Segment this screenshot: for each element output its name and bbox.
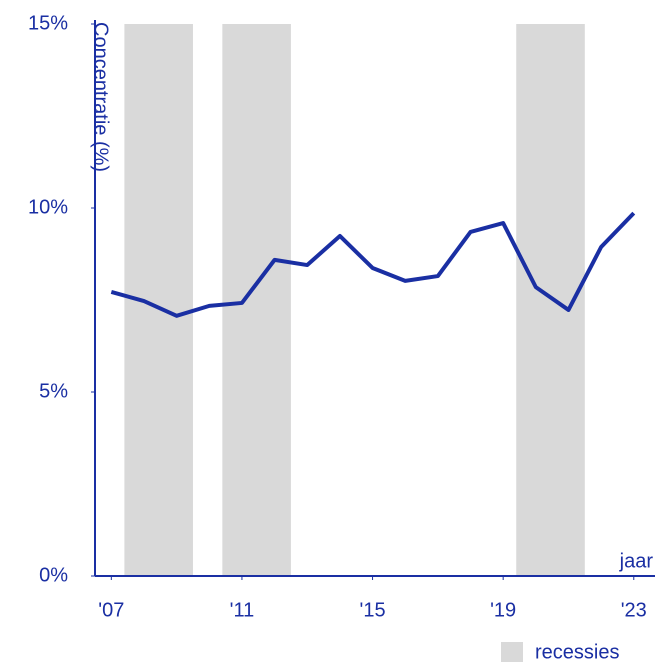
x-tick-label: '07: [98, 599, 124, 621]
y-axis-label: Concentratie (%): [90, 22, 112, 172]
y-tick-label: 5%: [39, 380, 68, 402]
x-tick-label: '23: [621, 599, 647, 621]
x-axis-label: jaar: [619, 550, 654, 572]
x-tick-label: '11: [230, 599, 255, 621]
legend-swatch: [501, 642, 523, 662]
legend-label: recessies: [535, 641, 619, 663]
y-tick-label: 15%: [28, 12, 68, 34]
background-layer: [124, 24, 585, 576]
x-tick-label: '19: [490, 599, 516, 621]
recession-band: [222, 24, 291, 576]
y-tick-label: 10%: [28, 196, 68, 218]
data-line: [110, 211, 636, 318]
y-tick-label: 0%: [39, 564, 68, 586]
x-tick-label: '15: [360, 599, 386, 621]
